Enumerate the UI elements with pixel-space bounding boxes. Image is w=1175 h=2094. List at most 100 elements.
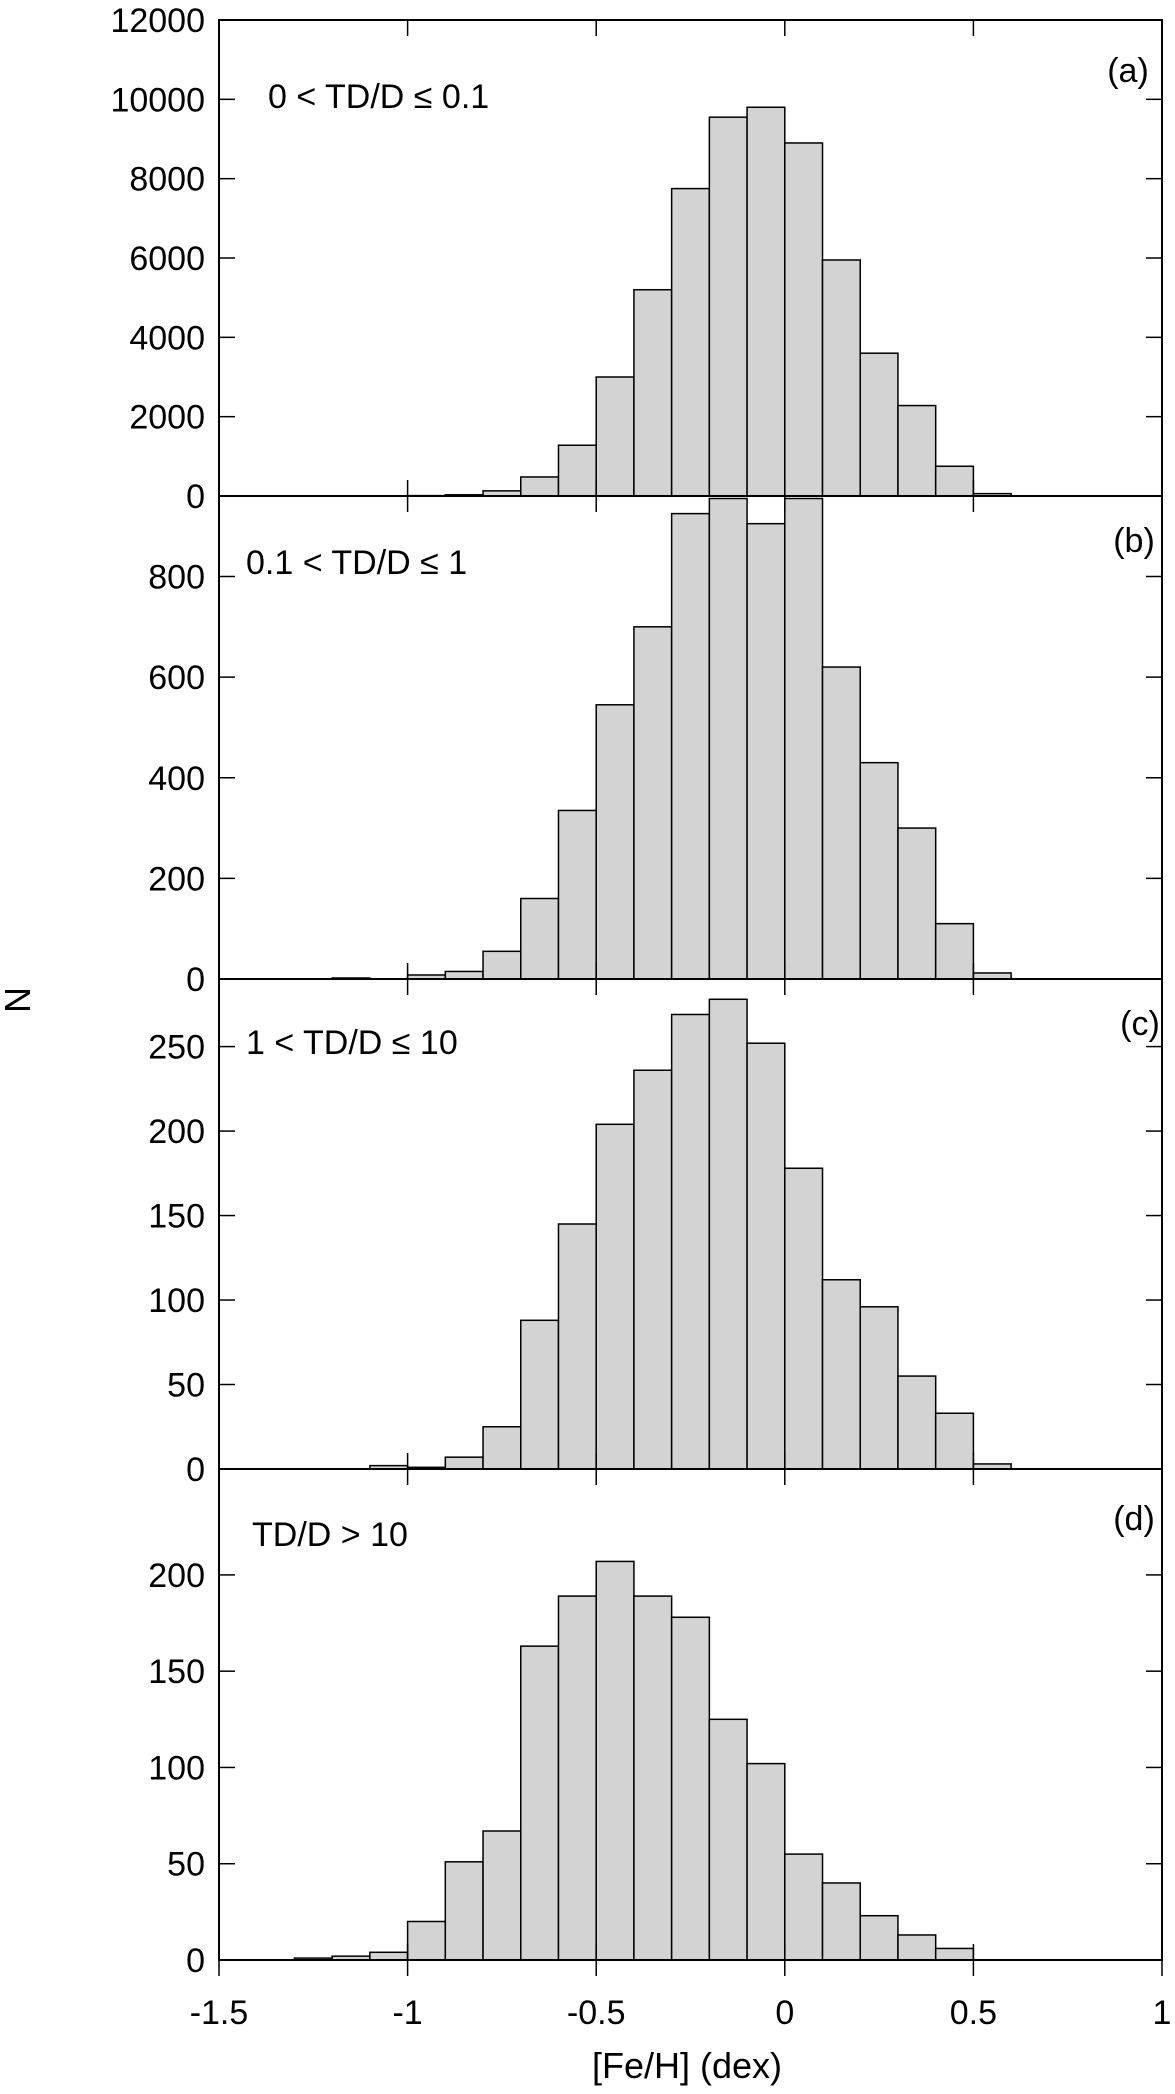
y-tick-label: 600 <box>148 659 205 697</box>
panel-tag: (c) <box>1120 1005 1160 1043</box>
histogram-bar <box>859 761 899 980</box>
panel-a: 0 2000 4000 6000 8000 10000 12000 (a) 0 < TD/D ≤… <box>110 2 1163 516</box>
panel-label: 1 < TD/D ≤ 10 <box>246 1024 458 1062</box>
histogram-bar <box>520 1645 560 1961</box>
histogram-bar <box>859 352 899 497</box>
histogram-bar <box>784 142 824 497</box>
histogram-bar <box>934 1947 975 1961</box>
histogram-bar <box>859 1306 899 1470</box>
x-axis: -1.5 -1 -0.5 0 0.5 1 <box>190 1960 1172 2032</box>
histogram-bar <box>897 404 937 497</box>
y-tick-label: 400 <box>148 760 205 798</box>
histogram-bar <box>784 1167 824 1470</box>
y-tick-label: 4000 <box>129 319 205 357</box>
y-tick-label: 100 <box>148 1749 205 1787</box>
x-tick-label: -0.5 <box>567 1994 626 2032</box>
y-tick-label: 250 <box>148 1029 205 1067</box>
panel-tag: (d) <box>1113 1500 1155 1538</box>
histogram-bar <box>595 1123 635 1470</box>
histogram-bar <box>633 626 673 980</box>
panel-c: 0 50 100 150 200 250 (c) 1 < TD/D ≤ 10 <box>148 978 1163 1489</box>
histogram-bar <box>821 1279 861 1470</box>
histogram-bar <box>670 187 711 497</box>
histogram-bar <box>444 1861 484 1961</box>
panel-tag: (b) <box>1113 522 1155 560</box>
y-tick-label: 12000 <box>110 2 205 40</box>
histogram-bar <box>633 288 673 497</box>
histogram-bar <box>821 1882 861 1961</box>
y-tick-label: 8000 <box>129 161 205 199</box>
y-tick-label: 200 <box>148 1557 205 1595</box>
panel-tag: (a) <box>1107 52 1149 90</box>
y-tick-label: 200 <box>148 860 205 898</box>
y-tick-label: 800 <box>148 559 205 597</box>
y-tick-label: 200 <box>148 1113 205 1151</box>
histogram-bar <box>557 809 597 980</box>
histogram-bar <box>670 512 711 980</box>
histogram-bar <box>444 970 484 980</box>
panel-label: 0 < TD/D ≤ 0.1 <box>268 78 489 116</box>
histogram-bar <box>595 704 635 980</box>
x-axis-title: [Fe/H] (dex) <box>592 2045 782 2086</box>
panel-label: TD/D > 10 <box>252 1516 408 1554</box>
y-tick-label: 0 <box>186 961 205 999</box>
y-tick-label: 150 <box>148 1198 205 1236</box>
histogram-bar <box>746 106 786 497</box>
y-tick-label: 0 <box>186 1451 205 1489</box>
plot-frame <box>218 1468 1163 1961</box>
y-tick-label: 100 <box>148 1282 205 1320</box>
histogram-bar <box>482 1426 522 1470</box>
histogram-bar <box>897 1934 937 1961</box>
histogram-bar <box>482 1830 522 1961</box>
x-tick-label: 0.5 <box>950 1994 997 2032</box>
panel-d: 0 50 100 150 200 (d) TD/D > 10 <box>148 1468 1163 1980</box>
histogram-bar <box>444 1456 484 1470</box>
y-tick-label: 6000 <box>129 240 205 278</box>
histogram-bar <box>557 444 597 497</box>
y-tick-label: 50 <box>167 1846 205 1884</box>
histogram-bar <box>633 1069 673 1470</box>
histogram-bar <box>482 950 522 980</box>
histogram-bar <box>859 1914 899 1961</box>
histogram-bar <box>520 476 560 497</box>
histogram-bar <box>746 1762 786 1961</box>
histogram-bar <box>708 497 748 980</box>
histogram-bar <box>821 666 861 980</box>
histogram-bar <box>520 1319 560 1470</box>
histogram-bar <box>595 376 635 497</box>
x-tick-label: 1 <box>1153 1994 1172 2032</box>
histogram-bar <box>934 465 975 497</box>
panel-label: 0.1 < TD/D ≤ 1 <box>246 544 467 582</box>
histogram-bar <box>897 827 937 980</box>
histogram-bar <box>708 116 748 497</box>
histogram-bar <box>557 1595 597 1961</box>
y-tick-label: 10000 <box>110 81 205 119</box>
x-tick-label: -1.5 <box>190 1994 249 2032</box>
histogram-bar <box>670 1616 711 1961</box>
y-tick-label: 0 <box>186 478 205 516</box>
histogram-bar <box>821 259 861 497</box>
histogram-bar <box>633 1595 673 1961</box>
histogram-bar <box>784 497 824 980</box>
histogram-bar <box>520 897 560 980</box>
histogram-bar <box>595 1560 635 1961</box>
y-tick-label: 2000 <box>129 399 205 437</box>
histogram-bar <box>557 1223 597 1470</box>
x-tick-label: -1 <box>392 1994 422 2032</box>
histogram-bar <box>670 1013 711 1470</box>
x-tick-label: 0 <box>775 1994 794 2032</box>
histogram-bar <box>934 1412 975 1470</box>
histogram-bar <box>784 1853 824 1961</box>
histogram-bar <box>897 1375 937 1470</box>
histogram-bar <box>746 1042 786 1470</box>
histogram-bar <box>708 1718 748 1961</box>
histogram-bar <box>369 1951 409 1961</box>
histogram-bar <box>746 522 786 980</box>
y-tick-label: 150 <box>148 1653 205 1691</box>
y-tick-label: 50 <box>167 1367 205 1405</box>
y-tick-label: 0 <box>186 1942 205 1980</box>
panel-b: 0 200 400 600 800 (b) 0.1 < TD/D ≤ 1 <box>148 495 1163 999</box>
histogram-bar <box>934 922 975 980</box>
